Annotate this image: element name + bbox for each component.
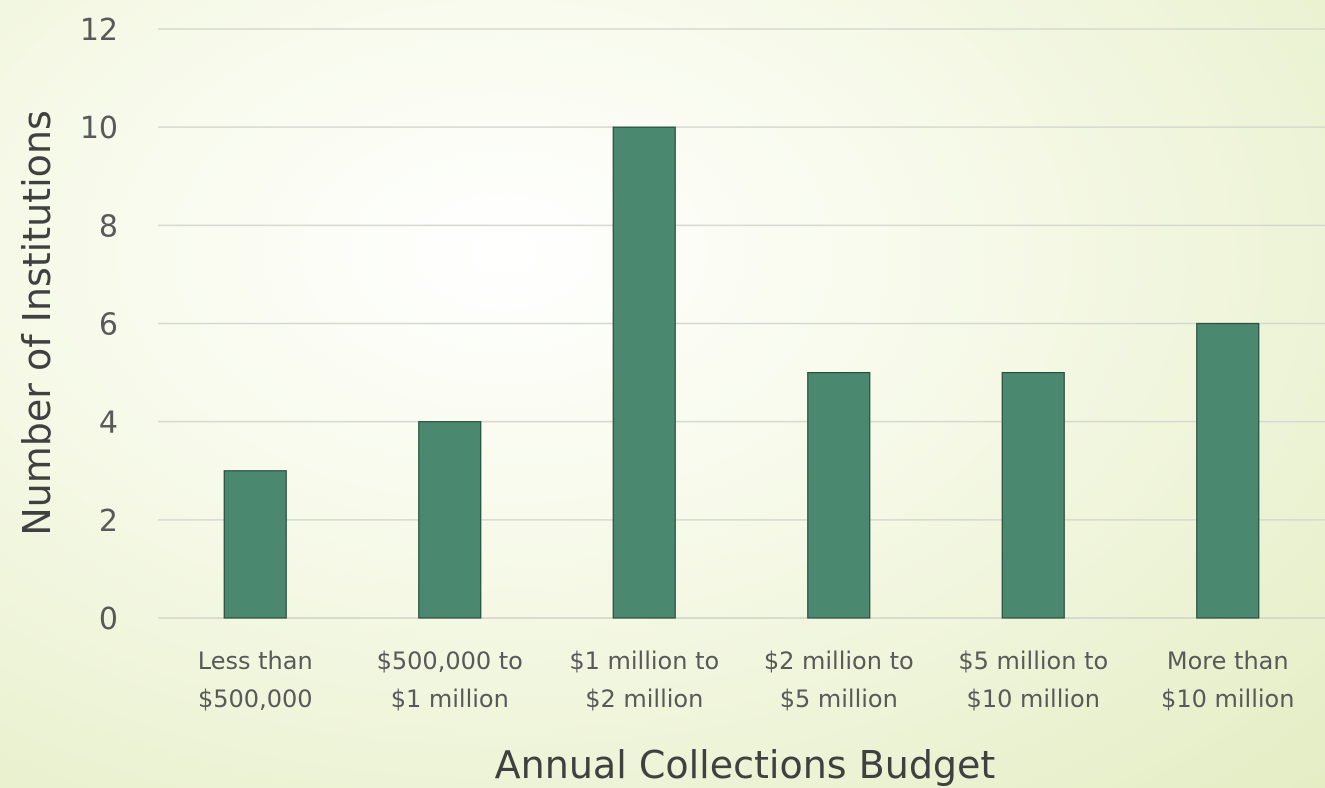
y-tick-label: 6 xyxy=(99,308,118,343)
y-tick-label: 0 xyxy=(99,602,118,637)
y-tick-label: 10 xyxy=(80,111,118,146)
x-tick-label: $5 million to $10 million xyxy=(958,647,1108,713)
bar xyxy=(1196,322,1260,619)
x-tick-label: $500,000 to $1 million xyxy=(377,647,523,713)
bar xyxy=(418,421,482,619)
x-tick-label: More than $10 million xyxy=(1161,647,1294,713)
y-axis-title: Number of Institutions xyxy=(15,110,59,536)
bar xyxy=(807,371,871,619)
x-tick-label: Less than $500,000 xyxy=(198,647,313,713)
y-tick-label: 12 xyxy=(80,13,118,48)
bar xyxy=(1001,371,1065,619)
y-tick-label: 8 xyxy=(99,209,118,244)
bar xyxy=(612,126,676,619)
bar xyxy=(223,470,287,619)
x-axis-title: Annual Collections Budget xyxy=(495,743,996,787)
x-axis-ticks: Less than $500,000 $500,000 to $1 million $1… xyxy=(198,647,1295,713)
gridlines xyxy=(158,28,1325,619)
y-tick-label: 2 xyxy=(99,504,118,539)
y-tick-label: 4 xyxy=(99,406,118,441)
x-tick-label: $2 million to $5 million xyxy=(764,647,914,713)
bars xyxy=(223,126,1260,619)
y-axis-ticks: 0 2 4 6 8 10 12 xyxy=(80,13,118,637)
x-tick-label: $1 million to $2 million xyxy=(569,647,719,713)
